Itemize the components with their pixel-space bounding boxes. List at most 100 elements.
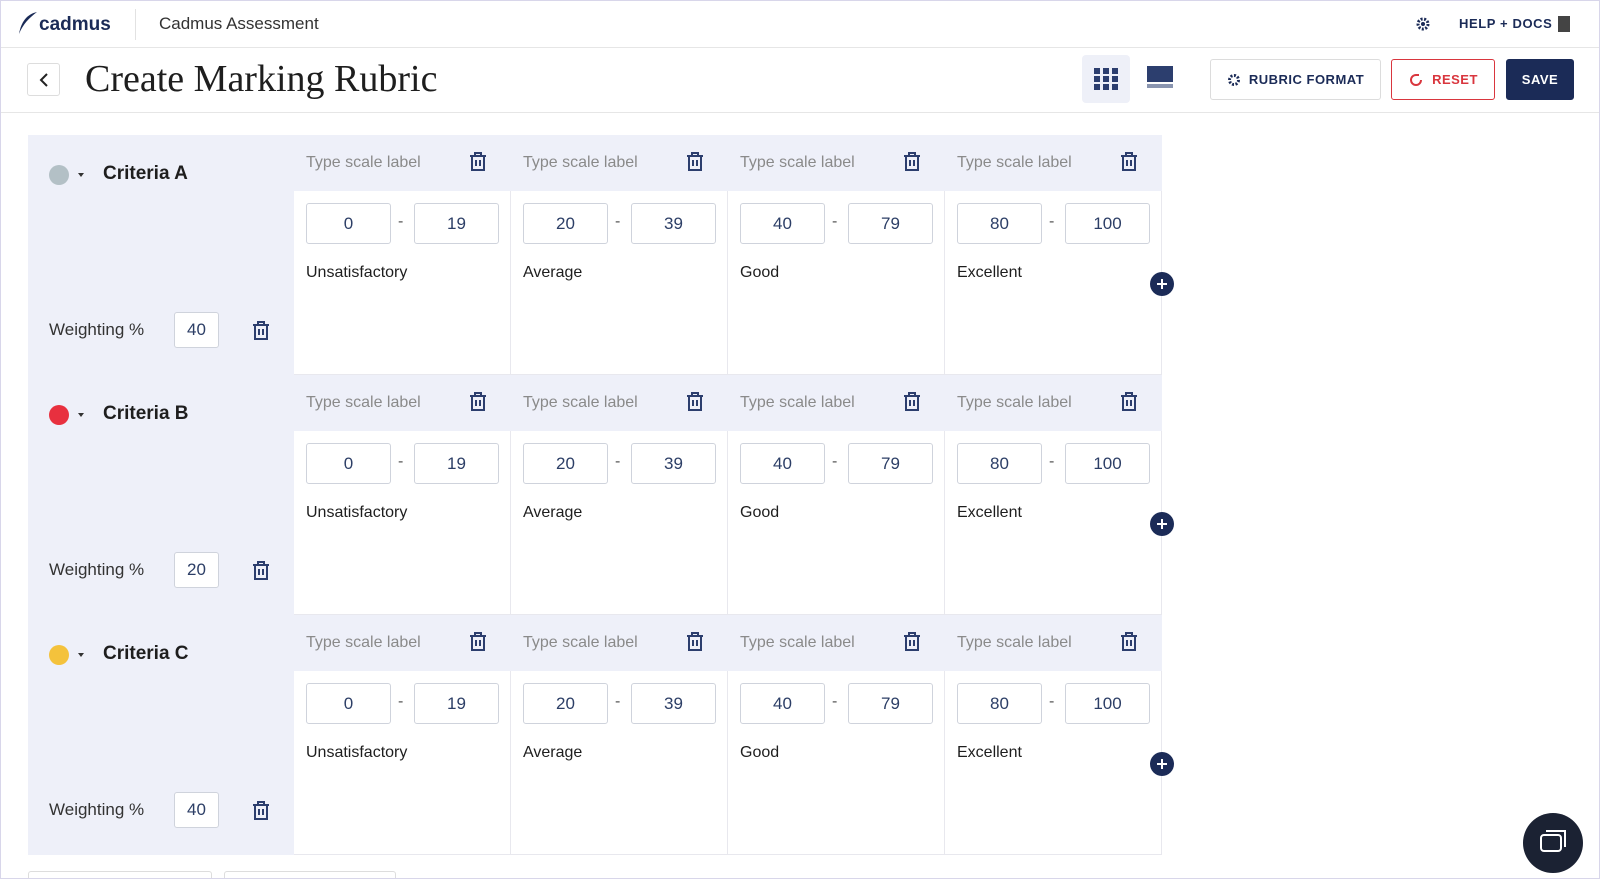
weighting-input[interactable]: 40 bbox=[174, 312, 219, 348]
delete-icon[interactable] bbox=[252, 801, 270, 821]
level-header bbox=[294, 135, 511, 191]
caret[interactable] bbox=[78, 413, 84, 417]
delete-icon[interactable] bbox=[903, 632, 921, 652]
min-input[interactable]: 80 bbox=[957, 443, 1042, 484]
scale-label-input[interactable]: Type scale label bbox=[740, 394, 855, 411]
weighting-input[interactable]: 20 bbox=[174, 552, 219, 588]
level-label: Good bbox=[740, 744, 780, 761]
level-label: Unsatisfactory bbox=[306, 264, 408, 281]
save-button[interactable]: SAVE bbox=[1506, 59, 1574, 100]
min-input[interactable]: 40 bbox=[740, 683, 825, 724]
range-separator: - bbox=[1049, 693, 1055, 710]
min-input[interactable]: 20 bbox=[523, 683, 608, 724]
weighting-input[interactable]: 40 bbox=[174, 792, 219, 828]
delete-icon[interactable] bbox=[1120, 152, 1138, 172]
help-docs[interactable]: HELP + DOCS bbox=[1459, 16, 1553, 31]
min-input[interactable]: 20 bbox=[523, 443, 608, 484]
level-label: Good bbox=[740, 264, 780, 281]
max-input[interactable]: 19 bbox=[414, 683, 499, 724]
level-header bbox=[294, 615, 511, 671]
criteria-panel bbox=[28, 375, 294, 615]
scale-label-input[interactable]: Type scale label bbox=[523, 634, 638, 651]
weighting-label: Weighting % bbox=[49, 560, 145, 579]
min-input[interactable]: 40 bbox=[740, 443, 825, 484]
scale-label-input[interactable]: Type scale label bbox=[957, 634, 1072, 651]
level-label: Average bbox=[523, 504, 583, 521]
delete-icon[interactable] bbox=[686, 152, 704, 172]
logo-mark bbox=[19, 12, 37, 34]
scale-label-input[interactable]: Type scale label bbox=[523, 154, 638, 171]
scale-label-input[interactable]: Type scale label bbox=[306, 154, 421, 171]
range-separator: - bbox=[398, 453, 404, 470]
delete-icon[interactable] bbox=[252, 321, 270, 341]
delete-icon[interactable] bbox=[686, 392, 704, 412]
bottom-button[interactable] bbox=[28, 871, 212, 878]
criteria-row: Criteria C Weighting % 40 Type scale label 0… bbox=[28, 615, 1208, 855]
scale-label-input[interactable]: Type scale label bbox=[523, 394, 638, 411]
delete-icon[interactable] bbox=[903, 152, 921, 172]
rubric-format-button[interactable]: RUBRIC FORMAT bbox=[1210, 59, 1381, 100]
criteria-panel bbox=[28, 135, 294, 375]
min-input[interactable]: 40 bbox=[740, 203, 825, 244]
color-dot[interactable] bbox=[49, 165, 69, 185]
scale-label-input[interactable]: Type scale label bbox=[306, 634, 421, 651]
caret[interactable] bbox=[78, 173, 84, 177]
bottom-button[interactable] bbox=[224, 871, 396, 878]
min-input[interactable]: 80 bbox=[957, 683, 1042, 724]
max-input[interactable]: 39 bbox=[631, 683, 716, 724]
max-input[interactable]: 79 bbox=[848, 683, 933, 724]
delete-icon[interactable] bbox=[1120, 392, 1138, 412]
brand: cadmus bbox=[39, 14, 111, 35]
max-input[interactable]: 79 bbox=[848, 443, 933, 484]
max-input[interactable]: 19 bbox=[414, 443, 499, 484]
back-button[interactable] bbox=[27, 63, 60, 96]
max-input[interactable]: 39 bbox=[631, 203, 716, 244]
criteria-row: Criteria A Weighting % 40 Type scale label 0… bbox=[28, 135, 1208, 375]
max-input[interactable]: 79 bbox=[848, 203, 933, 244]
scale-label-input[interactable]: Type scale label bbox=[957, 154, 1072, 171]
toolbar: Create Marking Rubric RUBRIC FORMAT RESE… bbox=[1, 48, 1599, 113]
max-input[interactable]: 100 bbox=[1065, 683, 1150, 724]
settings-icon[interactable] bbox=[1415, 16, 1431, 32]
delete-icon[interactable] bbox=[686, 632, 704, 652]
caret[interactable] bbox=[78, 653, 84, 657]
color-dot[interactable] bbox=[49, 645, 69, 665]
min-input[interactable]: 0 bbox=[306, 443, 391, 484]
list-view[interactable] bbox=[1147, 66, 1173, 95]
scale-label-input[interactable]: Type scale label bbox=[740, 634, 855, 651]
min-input[interactable]: 0 bbox=[306, 203, 391, 244]
level-label: Excellent bbox=[957, 504, 1022, 521]
max-input[interactable]: 19 bbox=[414, 203, 499, 244]
grid-view[interactable] bbox=[1082, 55, 1130, 103]
level-header bbox=[945, 615, 1162, 671]
add-level-button[interactable] bbox=[1150, 272, 1174, 296]
delete-icon[interactable] bbox=[252, 561, 270, 581]
delete-icon[interactable] bbox=[469, 152, 487, 172]
min-input[interactable]: 0 bbox=[306, 683, 391, 724]
delete-icon[interactable] bbox=[1120, 632, 1138, 652]
scale-label-input[interactable]: Type scale label bbox=[957, 394, 1072, 411]
add-level-button[interactable] bbox=[1150, 752, 1174, 776]
divider bbox=[135, 9, 136, 40]
range-separator: - bbox=[832, 213, 838, 230]
range-separator: - bbox=[615, 213, 621, 230]
scale-label-input[interactable]: Type scale label bbox=[740, 154, 855, 171]
delete-icon[interactable] bbox=[469, 392, 487, 412]
reset-button[interactable]: RESET bbox=[1391, 59, 1495, 100]
min-input[interactable]: 20 bbox=[523, 203, 608, 244]
min-input[interactable]: 80 bbox=[957, 203, 1042, 244]
weighting-label: Weighting % bbox=[49, 800, 145, 819]
scale-label-input[interactable]: Type scale label bbox=[306, 394, 421, 411]
max-input[interactable]: 100 bbox=[1065, 203, 1150, 244]
add-level-button[interactable] bbox=[1150, 512, 1174, 536]
level-label: Average bbox=[523, 264, 583, 281]
delete-icon[interactable] bbox=[469, 632, 487, 652]
book-icon bbox=[1558, 16, 1570, 32]
max-input[interactable]: 39 bbox=[631, 443, 716, 484]
rubric: Criteria A Weighting % 40 Type scale label 0… bbox=[28, 135, 1208, 855]
chat-button[interactable] bbox=[1523, 813, 1583, 873]
delete-icon[interactable] bbox=[903, 392, 921, 412]
color-dot[interactable] bbox=[49, 405, 69, 425]
rubric-format-text: RUBRIC FORMAT bbox=[1248, 72, 1365, 87]
max-input[interactable]: 100 bbox=[1065, 443, 1150, 484]
